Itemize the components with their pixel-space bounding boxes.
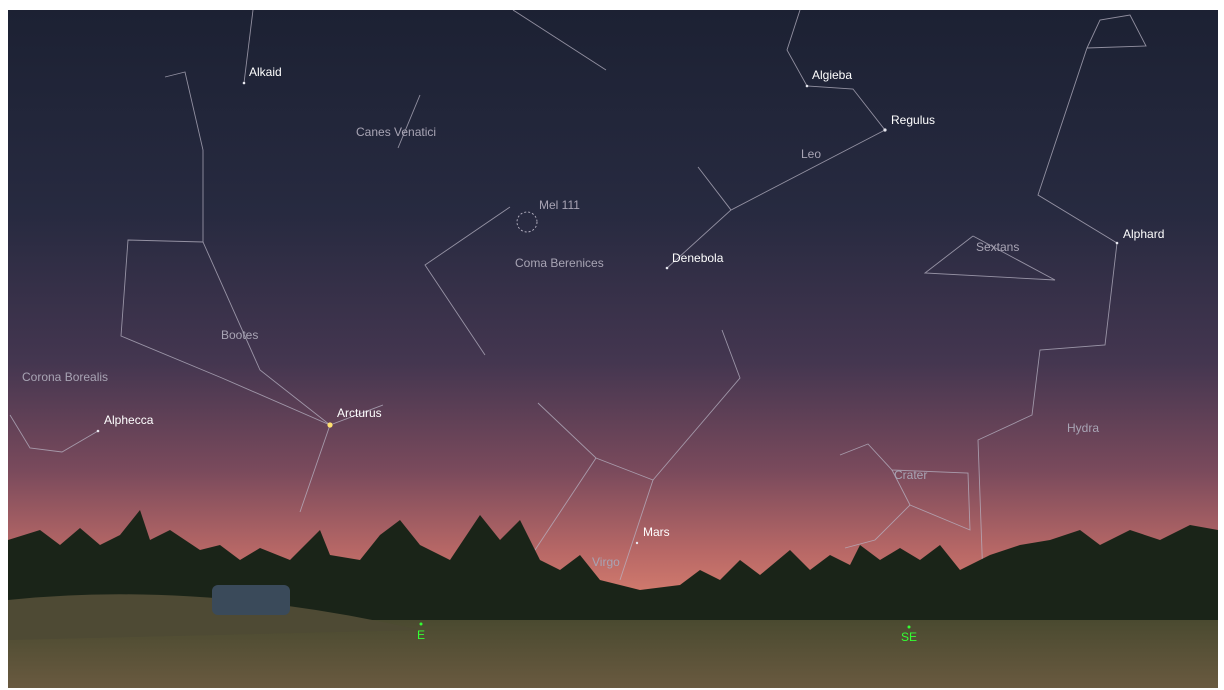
tree-line	[8, 510, 1218, 640]
star-label: Algieba	[812, 68, 852, 82]
labels: Alkaid Algieba Regulus Denebola Alphard …	[22, 65, 1164, 644]
viewport	[8, 10, 1218, 688]
constellation-label: Bootes	[221, 328, 258, 342]
constellation-label: Hydra	[1067, 421, 1099, 435]
compass-dot	[419, 622, 423, 626]
deep-sky-label: Mel 111	[539, 198, 580, 212]
star-label: Arcturus	[337, 406, 382, 420]
constellation-label: Crater	[894, 468, 927, 482]
constellation-label: Coma Berenices	[515, 256, 604, 270]
constellation-label: Virgo	[592, 555, 620, 569]
constellation-label: Sextans	[976, 240, 1019, 254]
compass-label: SE	[901, 630, 917, 644]
compass-label: E	[417, 628, 425, 642]
constellation-label: Leo	[801, 147, 821, 161]
compass-dot	[907, 625, 911, 629]
star-label: Alphard	[1123, 227, 1164, 241]
star-label: Regulus	[891, 113, 935, 127]
ground-slope	[8, 594, 420, 640]
constellation-label: Canes Venatici	[356, 125, 436, 139]
stars	[96, 81, 1119, 545]
constellation-lines	[9, 10, 1147, 581]
star-label: Alphecca	[104, 413, 154, 427]
constellation-label: Corona Borealis	[22, 370, 108, 384]
star-label: Denebola	[672, 251, 724, 265]
star-label: Mars	[643, 525, 670, 539]
star-label: Alkaid	[249, 65, 282, 79]
vehicle	[212, 585, 290, 615]
